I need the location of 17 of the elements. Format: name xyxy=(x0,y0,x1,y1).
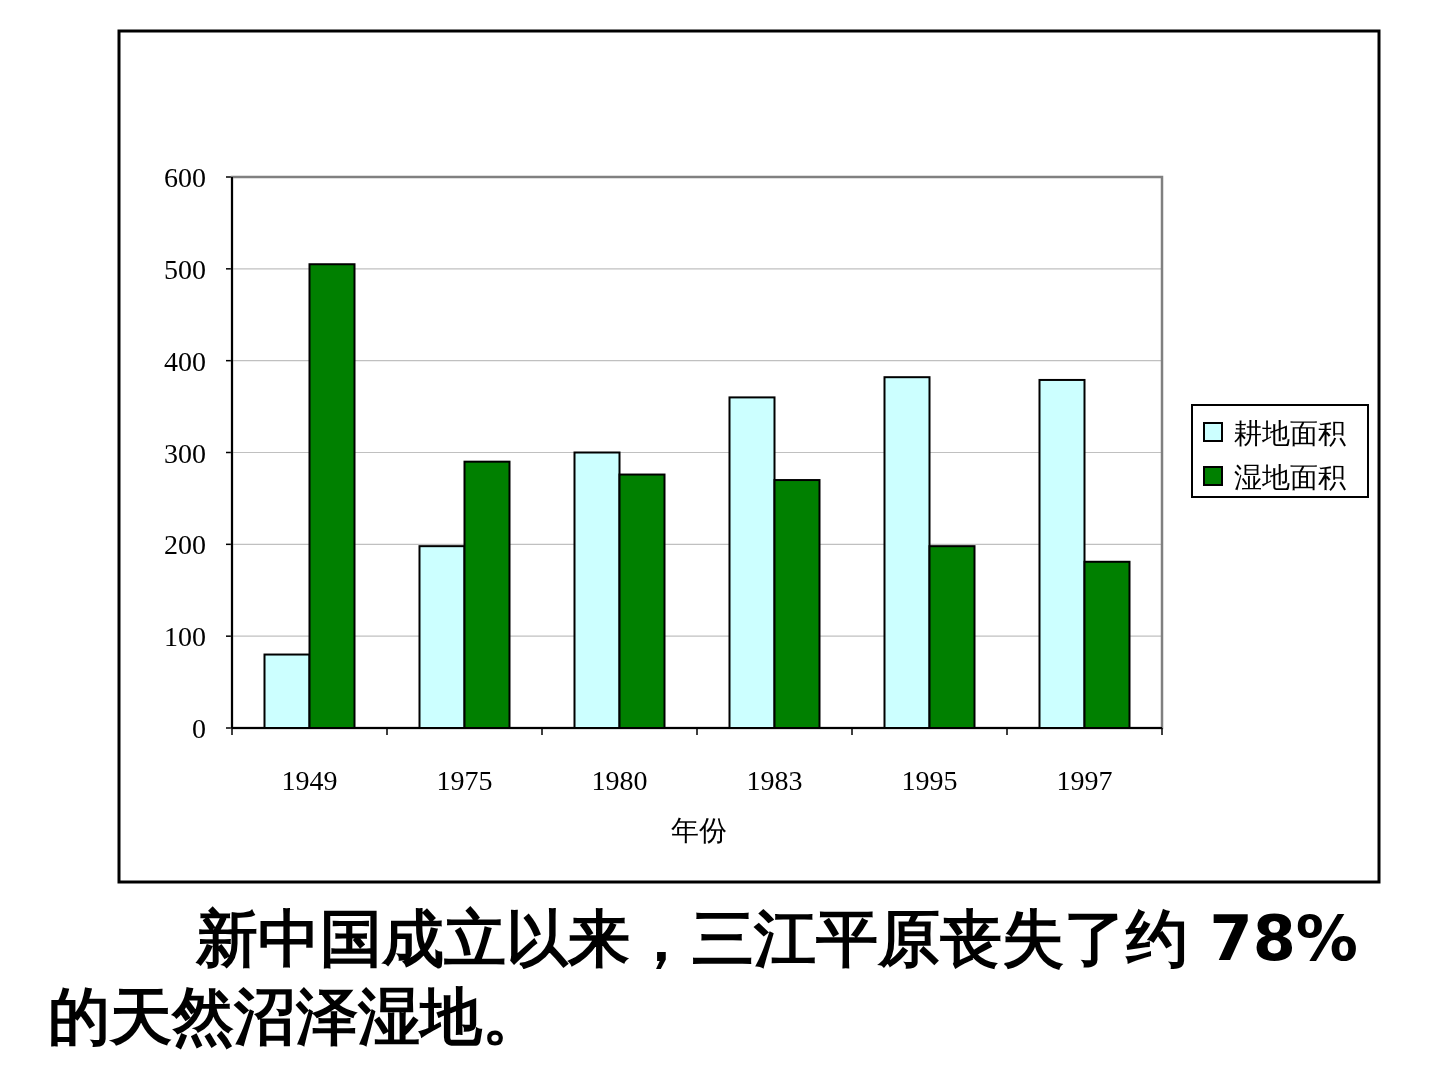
y-tick-label: 0 xyxy=(192,713,206,744)
legend-label: 湿地面积 xyxy=(1234,462,1346,493)
legend-label: 耕地面积 xyxy=(1234,418,1346,449)
y-tick-label: 300 xyxy=(164,437,206,469)
y-tick-label: 100 xyxy=(164,621,206,653)
x-axis-title: 年份 xyxy=(671,815,727,846)
x-tick-label: 1995 xyxy=(901,765,958,796)
y-tick-label: 200 xyxy=(164,529,206,561)
y-tick-label: 600 xyxy=(164,162,206,193)
x-tick-label: 1975 xyxy=(436,765,493,796)
text: 新中国成立以来，三江平原丧失了约 78%的天然沼泽湿地。 xyxy=(48,901,1359,1055)
x-tick-label: 1980 xyxy=(591,765,648,796)
y-tick-label: 500 xyxy=(164,253,206,285)
x-tick-label: 1997 xyxy=(1056,765,1113,796)
y-tick-label: 400 xyxy=(164,345,206,377)
x-tick-label: 1983 xyxy=(746,765,803,796)
x-tick-label: 1949 xyxy=(281,765,338,796)
